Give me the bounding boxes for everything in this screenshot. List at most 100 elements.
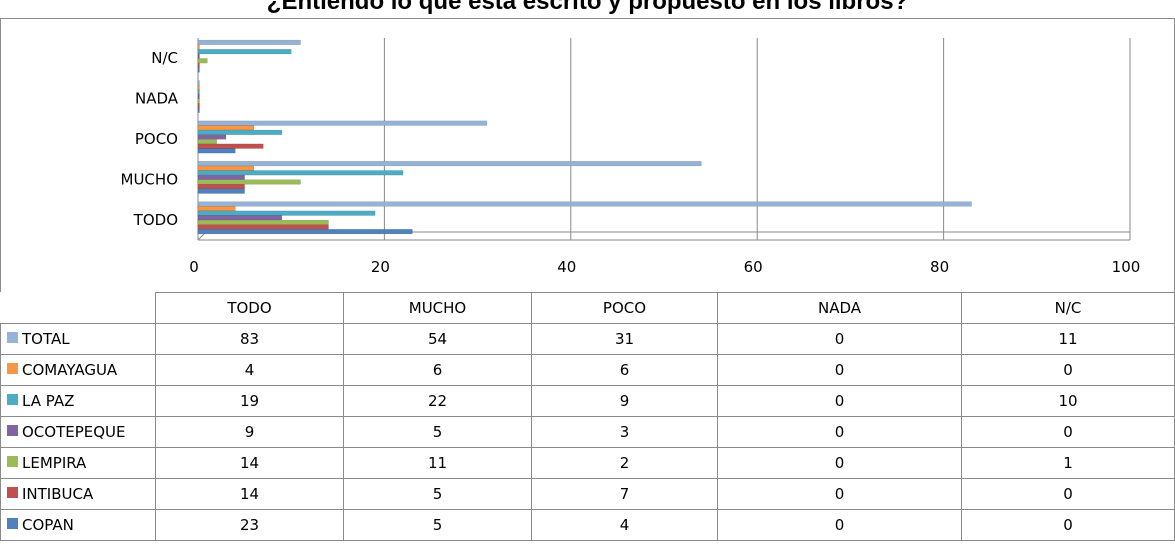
table-cell: 7: [531, 478, 718, 510]
bar-la-paz-n-c: [197, 49, 292, 55]
bar-comayagua-poco: [197, 125, 255, 131]
bar-ocotepeque-poco: [197, 134, 227, 140]
bar-lempira-mucho: [197, 179, 301, 185]
bar-ocotepeque-mucho: [197, 174, 245, 180]
table-cell: 0: [717, 385, 962, 417]
table-cell: 14: [155, 447, 344, 479]
table-cell: 19: [155, 385, 344, 417]
table-cell: 11: [343, 447, 532, 479]
series-name: COPAN: [22, 516, 74, 534]
bar-total-nada: [197, 80, 200, 86]
bar-intibuca-n-c: [197, 62, 200, 68]
table-header-row: TODO MUCHO POCO NADA N/C: [0, 292, 1175, 324]
series-name: INTIBUCA: [22, 485, 94, 503]
table-cell: 0: [961, 416, 1175, 448]
table-cell: 4: [155, 354, 344, 386]
table-cell: 4: [531, 509, 718, 541]
bar-chart: TODO MUCHO POCO NADA N/C 0 20 40 60 80 100: [0, 18, 1175, 292]
table-cell: 9: [531, 385, 718, 417]
legend-entry: LA PAZ: [0, 385, 156, 417]
bar-ocotepeque-todo: [197, 215, 283, 221]
bar-comayagua-n-c: [197, 44, 200, 50]
bar-copan-todo: [197, 229, 413, 235]
table-cell: 5: [343, 509, 532, 541]
table-cell: 5: [343, 416, 532, 448]
category-label: MUCHO: [121, 170, 178, 188]
x-tick-label: 80: [930, 258, 949, 276]
table-row: OCOTEPEQUE 9 5 3 0 0: [0, 416, 1175, 448]
table-cell: 22: [343, 385, 532, 417]
data-table: TODO MUCHO POCO NADA N/C TOTAL 83 54 31 0 11 COMAY…: [0, 292, 1175, 541]
table-cell: 3: [531, 416, 718, 448]
table-row: TOTAL 83 54 31 0 11: [0, 323, 1175, 355]
table-cell: 2: [531, 447, 718, 479]
table-cell: 11: [961, 323, 1175, 355]
bar-la-paz-nada: [197, 89, 200, 95]
x-tick-labels: 0 20 40 60 80 100: [189, 258, 1140, 276]
legend-swatch: [7, 456, 18, 467]
x-tick-label: 40: [557, 258, 576, 276]
legend-entry: OCOTEPEQUE: [0, 416, 156, 448]
table-corner: [0, 292, 156, 324]
table-row: LEMPIRA 14 11 2 0 1: [0, 447, 1175, 479]
table-row: INTIBUCA 14 5 7 0 0: [0, 478, 1175, 510]
legend-entry: COPAN: [0, 509, 156, 541]
bar-comayagua-todo: [197, 206, 236, 212]
table-cell: 0: [717, 447, 962, 479]
series-name: TOTAL: [22, 330, 70, 348]
table-header-cell: N/C: [961, 292, 1175, 324]
category-label: N/C: [151, 49, 178, 67]
bar-comayagua-mucho: [197, 165, 255, 171]
legend-swatch: [7, 394, 18, 405]
x-tick-label: 20: [371, 258, 390, 276]
table-row: LA PAZ 19 22 9 0 10: [0, 385, 1175, 417]
bar-comayagua-nada: [197, 84, 200, 90]
bar-copan-poco: [197, 148, 236, 154]
category-label: TODO: [133, 211, 178, 229]
bar-intibuca-nada: [197, 103, 200, 109]
legend-entry: COMAYAGUA: [0, 354, 156, 386]
legend-entry: INTIBUCA: [0, 478, 156, 510]
bar-intibuca-todo: [197, 224, 329, 230]
legend-entry: TOTAL: [0, 323, 156, 355]
series-name: LA PAZ: [22, 392, 75, 410]
bar-lempira-todo: [197, 219, 329, 225]
table-cell: 9: [155, 416, 344, 448]
legend-entry: LEMPIRA: [0, 447, 156, 479]
legend-swatch: [7, 487, 18, 498]
table-row: COPAN 23 5 4 0 0: [0, 509, 1175, 541]
bar-intibuca-mucho: [197, 184, 245, 190]
x-tick-label: 0: [189, 258, 199, 276]
x-tick-label: 100: [1112, 258, 1141, 276]
legend-swatch: [7, 425, 18, 436]
table-header-cell: MUCHO: [343, 292, 532, 324]
table-cell: 0: [961, 478, 1175, 510]
bar-la-paz-mucho: [197, 170, 404, 176]
legend-swatch: [7, 332, 18, 343]
table-cell: 5: [343, 478, 532, 510]
series-name: LEMPIRA: [22, 454, 87, 472]
bar-lempira-nada: [197, 98, 200, 104]
table-cell: 83: [155, 323, 344, 355]
bar-la-paz-todo: [197, 210, 376, 216]
table-cell: 0: [717, 509, 962, 541]
series-name: COMAYAGUA: [22, 361, 118, 379]
bar-ocotepeque-n-c: [197, 53, 200, 59]
table-header-cell: NADA: [717, 292, 962, 324]
table-cell: 0: [717, 416, 962, 448]
series-name: OCOTEPEQUE: [22, 423, 126, 441]
table-cell: 14: [155, 478, 344, 510]
table-cell: 23: [155, 509, 344, 541]
x-tick-label: 60: [744, 258, 763, 276]
table-cell: 6: [343, 354, 532, 386]
table-cell: 6: [531, 354, 718, 386]
bar-intibuca-poco: [197, 143, 264, 149]
table-header-cell: POCO: [531, 292, 718, 324]
bar-copan-mucho: [197, 188, 245, 194]
category-label: NADA: [135, 90, 179, 108]
bars: [197, 39, 972, 235]
table-cell: 0: [717, 323, 962, 355]
table-cell: 0: [717, 354, 962, 386]
bar-copan-nada: [197, 107, 200, 113]
table-cell: 10: [961, 385, 1175, 417]
